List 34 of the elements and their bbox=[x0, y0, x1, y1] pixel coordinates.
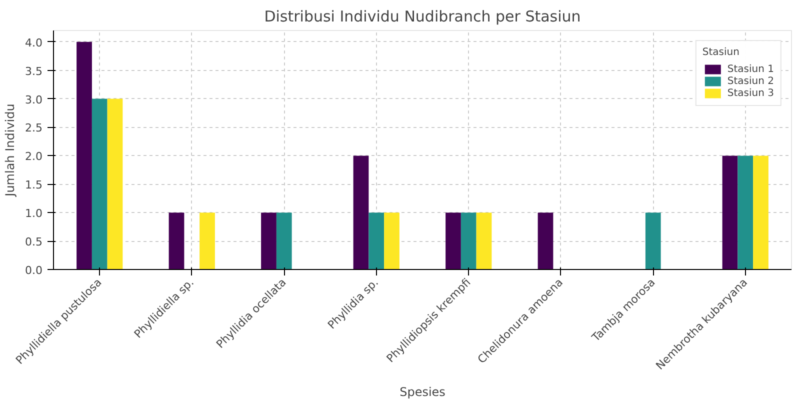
bar bbox=[107, 98, 123, 270]
y-tick-label: 1.5 bbox=[25, 178, 43, 192]
legend-label: Stasiun 1 bbox=[727, 63, 774, 75]
chart-title: Distribusi Individu Nudibranch per Stasiun bbox=[264, 8, 581, 26]
legend-label: Stasiun 2 bbox=[727, 75, 774, 87]
bar bbox=[76, 42, 92, 270]
y-tick-label: 3.5 bbox=[25, 64, 43, 78]
y-tick-label: 1.0 bbox=[25, 207, 43, 220]
y-tick-label: 0.5 bbox=[25, 236, 43, 249]
y-tick-label: 4.0 bbox=[25, 36, 43, 50]
x-axis-title: Spesies bbox=[400, 384, 446, 399]
bar bbox=[446, 212, 461, 270]
bar bbox=[353, 156, 369, 270]
bar bbox=[168, 212, 184, 270]
bar bbox=[276, 212, 292, 270]
bar bbox=[368, 212, 384, 270]
bar bbox=[460, 212, 476, 270]
legend-title: Stasiun bbox=[702, 47, 740, 58]
bar bbox=[753, 156, 768, 270]
bar bbox=[476, 212, 492, 270]
bar bbox=[384, 212, 400, 270]
y-tick-label: 3.0 bbox=[25, 93, 43, 106]
y-tick-label: 2.0 bbox=[25, 150, 43, 164]
bar bbox=[200, 212, 215, 270]
legend-label: Stasiun 3 bbox=[727, 87, 774, 99]
bar bbox=[722, 156, 738, 270]
bar bbox=[92, 98, 108, 270]
y-tick-label: 2.5 bbox=[25, 122, 43, 135]
bar bbox=[645, 212, 661, 270]
bar bbox=[538, 212, 554, 270]
bar bbox=[261, 212, 276, 270]
y-axis-title: Jumlah Individu bbox=[3, 104, 18, 198]
bar bbox=[738, 156, 754, 270]
y-tick-label: 0.0 bbox=[25, 264, 43, 277]
